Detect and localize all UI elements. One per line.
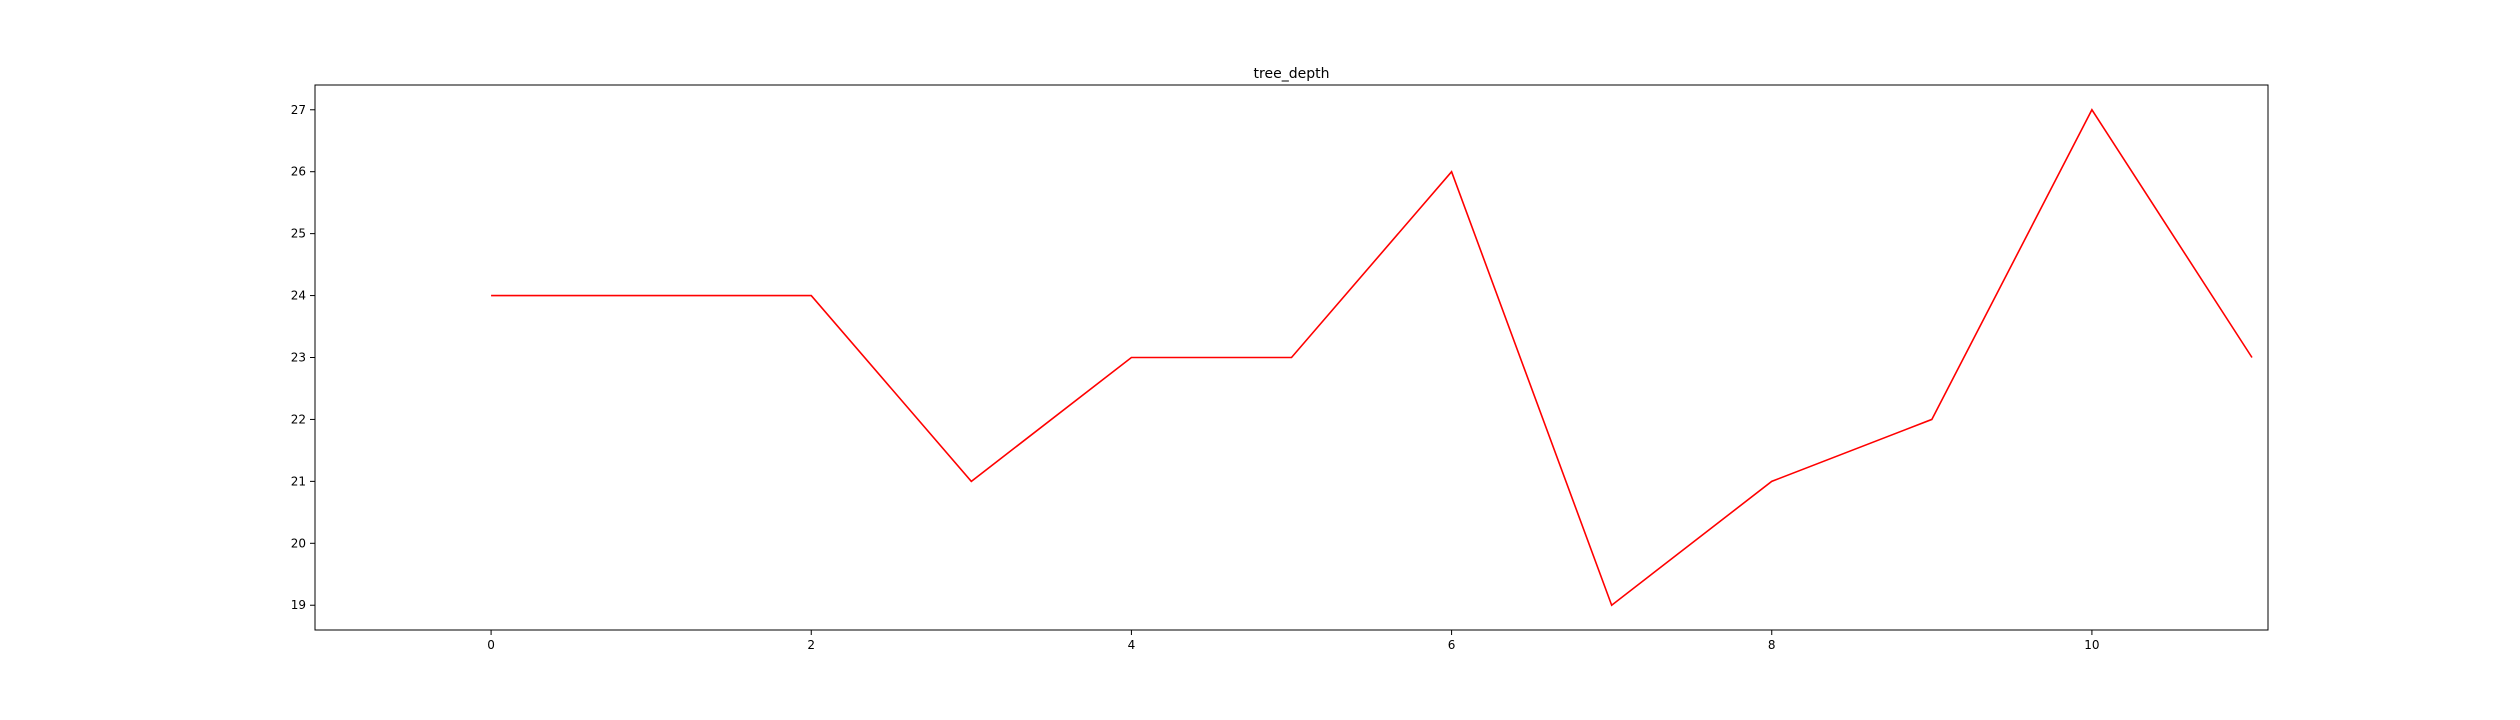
y-tick-label: 25 [291, 227, 306, 241]
chart-title: tree_depth [1254, 66, 1330, 82]
y-tick-label: 19 [291, 598, 306, 612]
y-tick-label: 22 [291, 412, 306, 426]
series-line [491, 108, 2253, 607]
y-tick-label: 26 [291, 165, 306, 179]
x-tick-label: 0 [487, 638, 495, 652]
y-tick-label: 20 [291, 536, 306, 550]
y-tick-label: 24 [291, 289, 306, 303]
y-tick-label: 27 [291, 103, 306, 117]
x-tick-label: 6 [1448, 638, 1456, 652]
y-tick-label: 23 [291, 351, 306, 365]
x-tick-label: 8 [1768, 638, 1776, 652]
x-tick-label: 10 [2084, 638, 2099, 652]
x-tick-label: 2 [807, 638, 815, 652]
y-tick-label: 21 [291, 474, 306, 488]
x-tick-label: 4 [1128, 638, 1136, 652]
